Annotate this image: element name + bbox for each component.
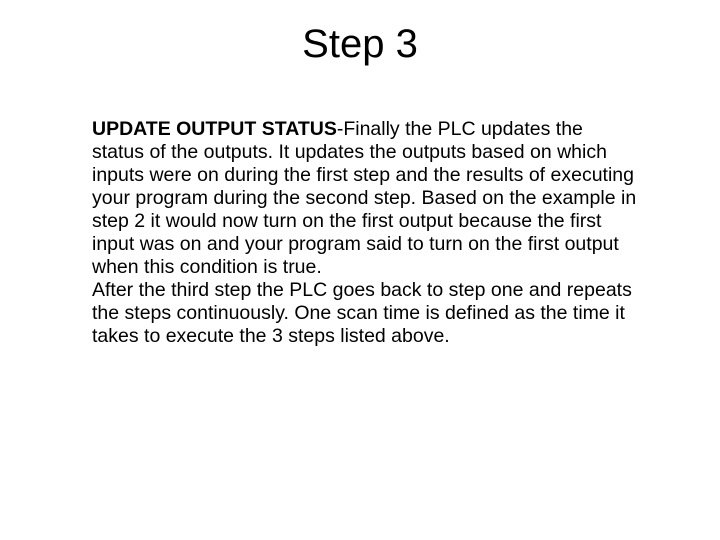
para1-rest: -Finally the PLC updates the status of t… [92, 118, 636, 278]
body-paragraph-1: UPDATE OUTPUT STATUS-Finally the PLC upd… [92, 118, 640, 279]
slide-title: Step 3 [0, 22, 720, 67]
lead-bold: UPDATE OUTPUT STATUS [92, 118, 337, 140]
body-paragraph-2: After the third step the PLC goes back t… [92, 279, 640, 348]
slide-body: UPDATE OUTPUT STATUS-Finally the PLC upd… [92, 118, 640, 348]
slide: Step 3 UPDATE OUTPUT STATUS-Finally the … [0, 0, 720, 540]
